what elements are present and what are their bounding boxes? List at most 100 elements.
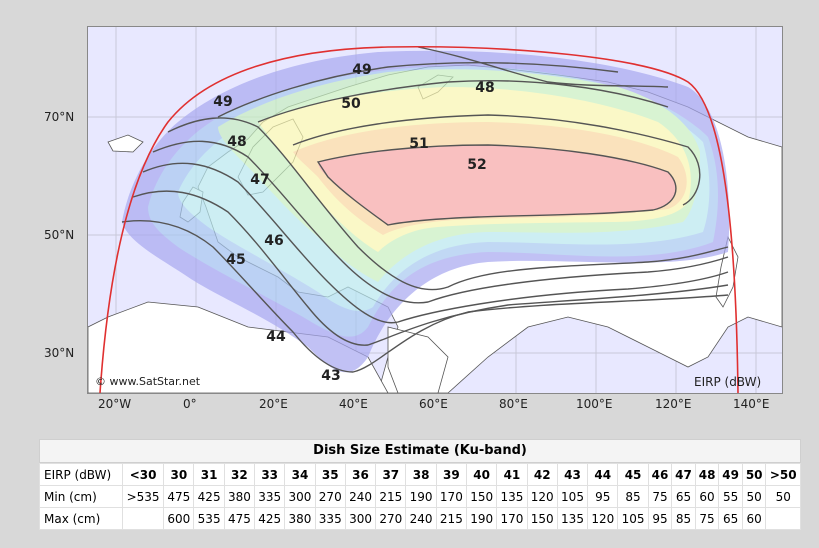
table-cell: 190: [466, 507, 498, 530]
table-cell: 46: [647, 463, 673, 486]
table-cell: 380: [223, 485, 256, 508]
table-cell: 75: [647, 485, 673, 508]
table-cell: >50: [765, 463, 801, 486]
table-cell: 240: [405, 507, 437, 530]
table-cell: 35: [314, 463, 346, 486]
land-iceland: [107, 134, 144, 153]
lon-label-80e: 80°E: [499, 397, 528, 411]
table-cell: 135: [496, 485, 528, 508]
contour-label-45: 45: [226, 252, 246, 268]
table-cell: 135: [556, 507, 589, 530]
table-cell: 270: [314, 485, 346, 508]
contour-49: [217, 61, 619, 118]
contour-45a: [142, 162, 729, 324]
table-cell: 45: [617, 463, 649, 486]
table-cell: 47: [671, 463, 696, 486]
table-cell: 425: [193, 485, 225, 508]
coverage-edge: [99, 45, 739, 393]
table-cell: 32: [223, 463, 256, 486]
table-cell: 55: [718, 485, 743, 508]
table-cell: [121, 507, 165, 530]
table-cell: 33: [254, 463, 286, 486]
contour-44a: [132, 190, 729, 346]
contour-label-49-north: 49: [352, 62, 372, 78]
contour-46a: [152, 140, 729, 304]
eirp-unit-label: EIRP (dBW): [694, 375, 762, 389]
row-header: EIRP (dBW): [39, 463, 123, 486]
table-cell: 240: [344, 485, 377, 508]
max-size-row: Max (cm) 600 535 475 425 380 335 300 270 240 215 19…: [39, 507, 801, 530]
table-cell: 600: [163, 507, 195, 530]
row-header: Min (cm): [39, 485, 123, 508]
dish-size-table: Dish Size Estimate (Ku-band) EIRP (dBW) <…: [39, 439, 801, 530]
table-cell: 44: [587, 463, 619, 486]
lon-label-120e: 120°E: [655, 397, 692, 411]
contour-label-43: 43: [321, 368, 341, 384]
table-cell: 50: [741, 463, 767, 486]
contour-50: [257, 80, 669, 123]
table-cell: 335: [254, 485, 286, 508]
table-cell: 300: [284, 485, 316, 508]
lat-label-70n: 70°N: [44, 110, 75, 124]
table-cell: 150: [526, 507, 558, 530]
satstar-watermark: © www.SatStar.net: [95, 375, 201, 388]
eirp-bands: [122, 50, 730, 373]
table-cell: >535: [121, 485, 165, 508]
table-cell: 43: [556, 463, 589, 486]
dish-table-title: Dish Size Estimate (Ku-band): [39, 439, 801, 463]
table-cell: 65: [671, 485, 696, 508]
table-cell: 535: [193, 507, 225, 530]
contour-label-48-north: 48: [475, 80, 495, 96]
row-header: Max (cm): [39, 507, 123, 530]
table-cell: 40: [466, 463, 498, 486]
contour-label-46: 46: [264, 233, 284, 249]
lon-label-40e: 40°E: [339, 397, 368, 411]
table-cell: 170: [435, 485, 468, 508]
table-cell: 380: [284, 507, 316, 530]
contour-label-50: 50: [341, 96, 361, 112]
table-cell: 48: [694, 463, 720, 486]
table-cell: 190: [405, 485, 437, 508]
table-cell: 34: [284, 463, 316, 486]
table-cell: 215: [435, 507, 468, 530]
dish-table-body: EIRP (dBW) <30 30 31 32 33 34 35 36 37 38 39 40 41 42 4…: [39, 463, 801, 530]
table-cell: 85: [671, 507, 696, 530]
eirp-contours: [121, 46, 729, 373]
contour-label-51: 51: [409, 136, 429, 152]
table-cell: 270: [375, 507, 407, 530]
table-cell: 38: [405, 463, 437, 486]
table-cell: 60: [741, 507, 767, 530]
table-cell: 65: [718, 507, 743, 530]
coverage-map-svg: [88, 27, 782, 393]
table-cell: 170: [496, 507, 528, 530]
band-52: [318, 145, 676, 225]
table-cell: 75: [694, 507, 720, 530]
table-cell: 105: [556, 485, 589, 508]
contour-47a: [167, 117, 729, 291]
contour-48: [417, 46, 669, 88]
table-cell: 41: [496, 463, 528, 486]
table-cell: <30: [121, 463, 165, 486]
table-cell: 215: [375, 485, 407, 508]
contour-label-52: 52: [467, 157, 487, 173]
table-cell: 425: [254, 507, 286, 530]
land-arabia: [387, 326, 449, 393]
table-cell: 120: [526, 485, 558, 508]
table-cell: 50: [765, 485, 801, 508]
table-cell: 36: [344, 463, 377, 486]
lon-label-60e: 60°E: [419, 397, 448, 411]
table-cell: 105: [617, 507, 649, 530]
table-cell: 37: [375, 463, 407, 486]
contour-label-48-west: 48: [227, 134, 247, 150]
table-cell: 50: [741, 485, 767, 508]
contour-51: [292, 114, 701, 206]
lat-label-30n: 30°N: [44, 346, 75, 360]
lon-label-140e: 140°E: [733, 397, 770, 411]
lon-label-20w: 20°W: [98, 397, 132, 411]
table-cell: 31: [193, 463, 225, 486]
min-size-row: Min (cm) >535 475 425 380 335 300 270 240 215 190 1…: [39, 485, 801, 508]
table-cell: 85: [617, 485, 649, 508]
table-cell: 300: [344, 507, 377, 530]
lon-label-20e: 20°E: [259, 397, 288, 411]
lon-label-100e: 100°E: [576, 397, 613, 411]
